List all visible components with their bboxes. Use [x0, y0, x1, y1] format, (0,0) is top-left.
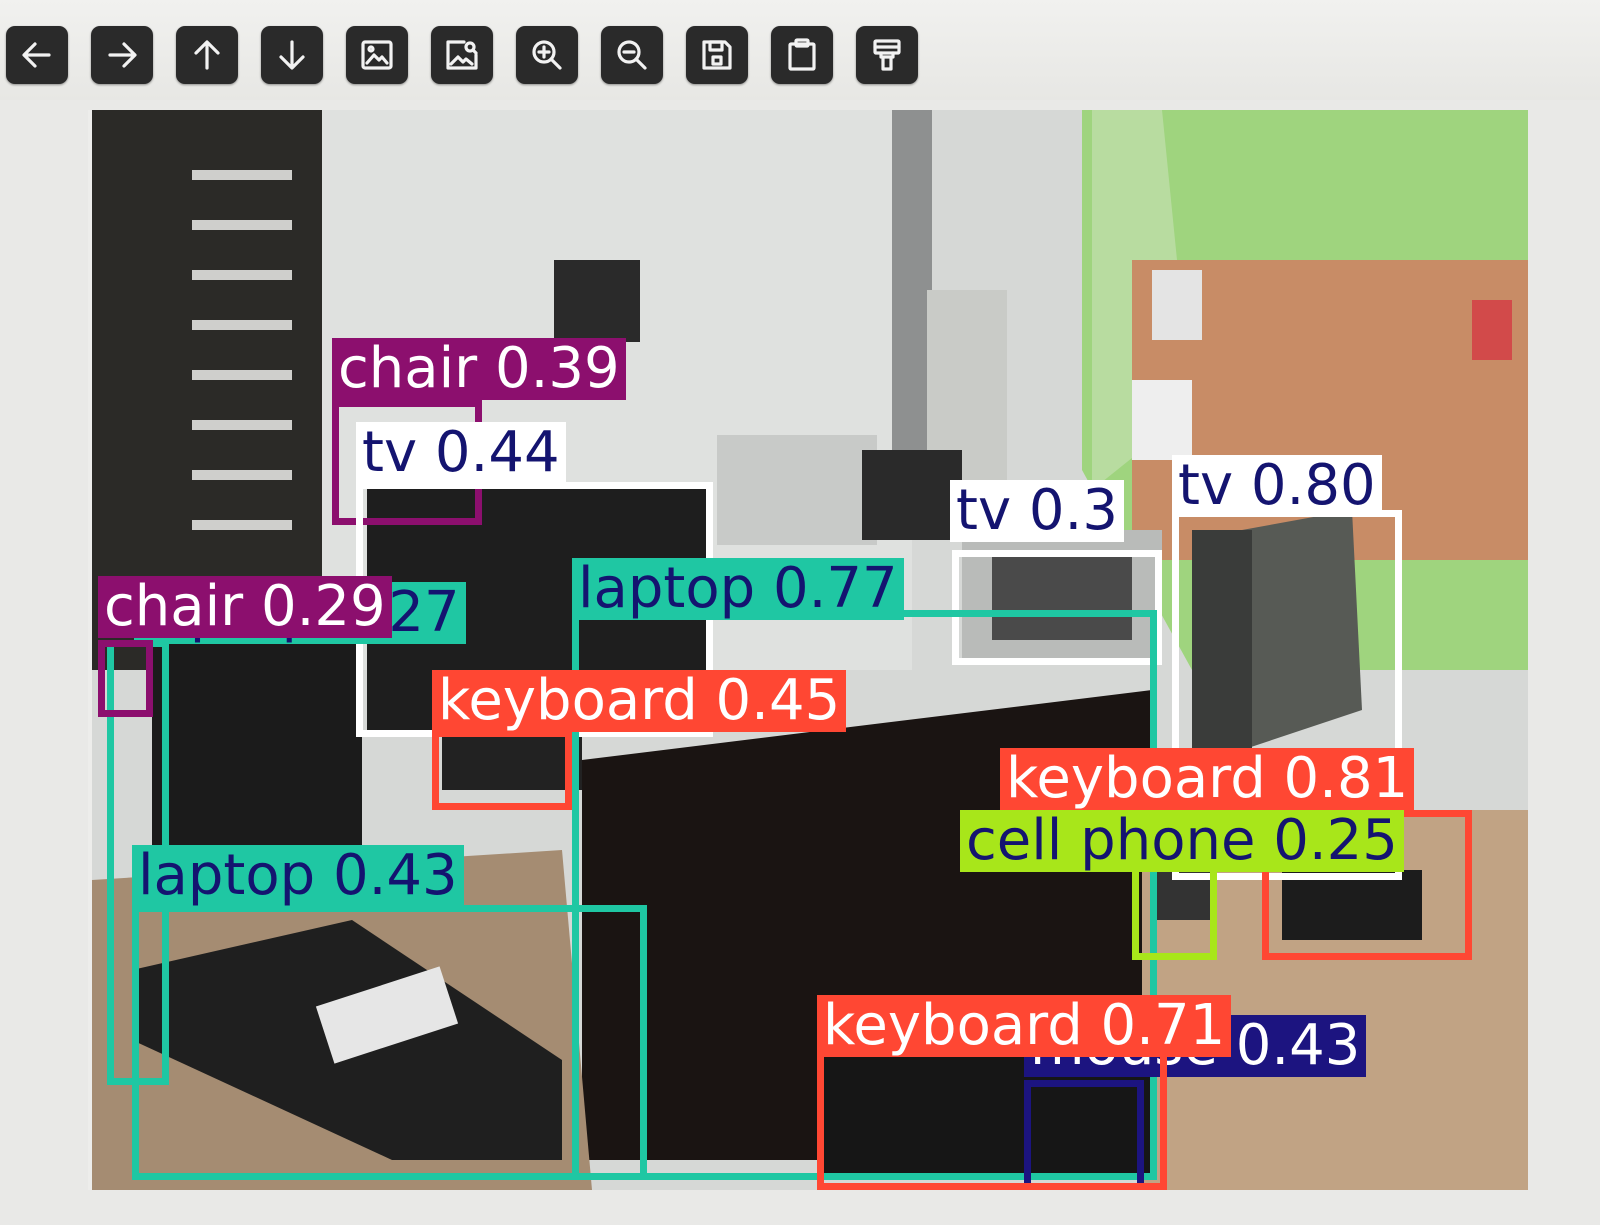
clipboard-icon	[788, 38, 816, 71]
arrow-right-icon	[108, 42, 137, 68]
image-search-button[interactable]	[431, 26, 493, 84]
detection-box-laptop	[132, 905, 647, 1180]
detection-box-keyboard	[817, 1050, 1167, 1190]
zoom-in-icon	[532, 40, 562, 70]
detection-label-keyboard: keyboard 0.45	[432, 670, 847, 732]
detection-box-tv	[952, 550, 1162, 665]
save-button[interactable]	[686, 26, 748, 84]
forward-button[interactable]	[91, 26, 153, 84]
detection-label-tv: tv 0.80	[1172, 455, 1382, 517]
detection-label-keyboard: keyboard 0.81	[1000, 748, 1415, 810]
detection-label-chair: chair 0.39	[332, 338, 626, 400]
detection-label-tv: tv 0.3	[950, 480, 1124, 542]
detection-label-keyboard: keyboard 0.71	[817, 995, 1232, 1057]
zoom-out-button[interactable]	[601, 26, 663, 84]
detection-box-keyboard	[432, 730, 572, 810]
arrow-left-icon	[22, 42, 51, 68]
format-brush-button[interactable]	[856, 26, 918, 84]
detection-label-tv: tv 0.44	[356, 422, 566, 484]
up-button[interactable]	[176, 26, 238, 84]
zoom-out-icon	[617, 40, 647, 70]
down-button[interactable]	[261, 26, 323, 84]
arrow-up-icon	[194, 40, 220, 70]
save-icon	[702, 40, 732, 70]
detection-box-chair	[98, 640, 153, 717]
zoom-in-button[interactable]	[516, 26, 578, 84]
image-search-icon	[446, 40, 478, 70]
back-button[interactable]	[6, 26, 68, 84]
clipboard-button[interactable]	[771, 26, 833, 84]
detection-label-cell-phone: cell phone 0.25	[960, 810, 1404, 872]
detection-label-laptop: laptop 0.77	[572, 558, 904, 620]
arrow-down-icon	[279, 40, 305, 70]
detection-label-chair: chair 0.29	[98, 576, 392, 638]
toolbar	[0, 0, 1600, 100]
image-icon	[361, 40, 393, 70]
image-button[interactable]	[346, 26, 408, 84]
detection-label-laptop: laptop 0.43	[132, 845, 464, 907]
paint-brush-icon	[873, 39, 901, 71]
